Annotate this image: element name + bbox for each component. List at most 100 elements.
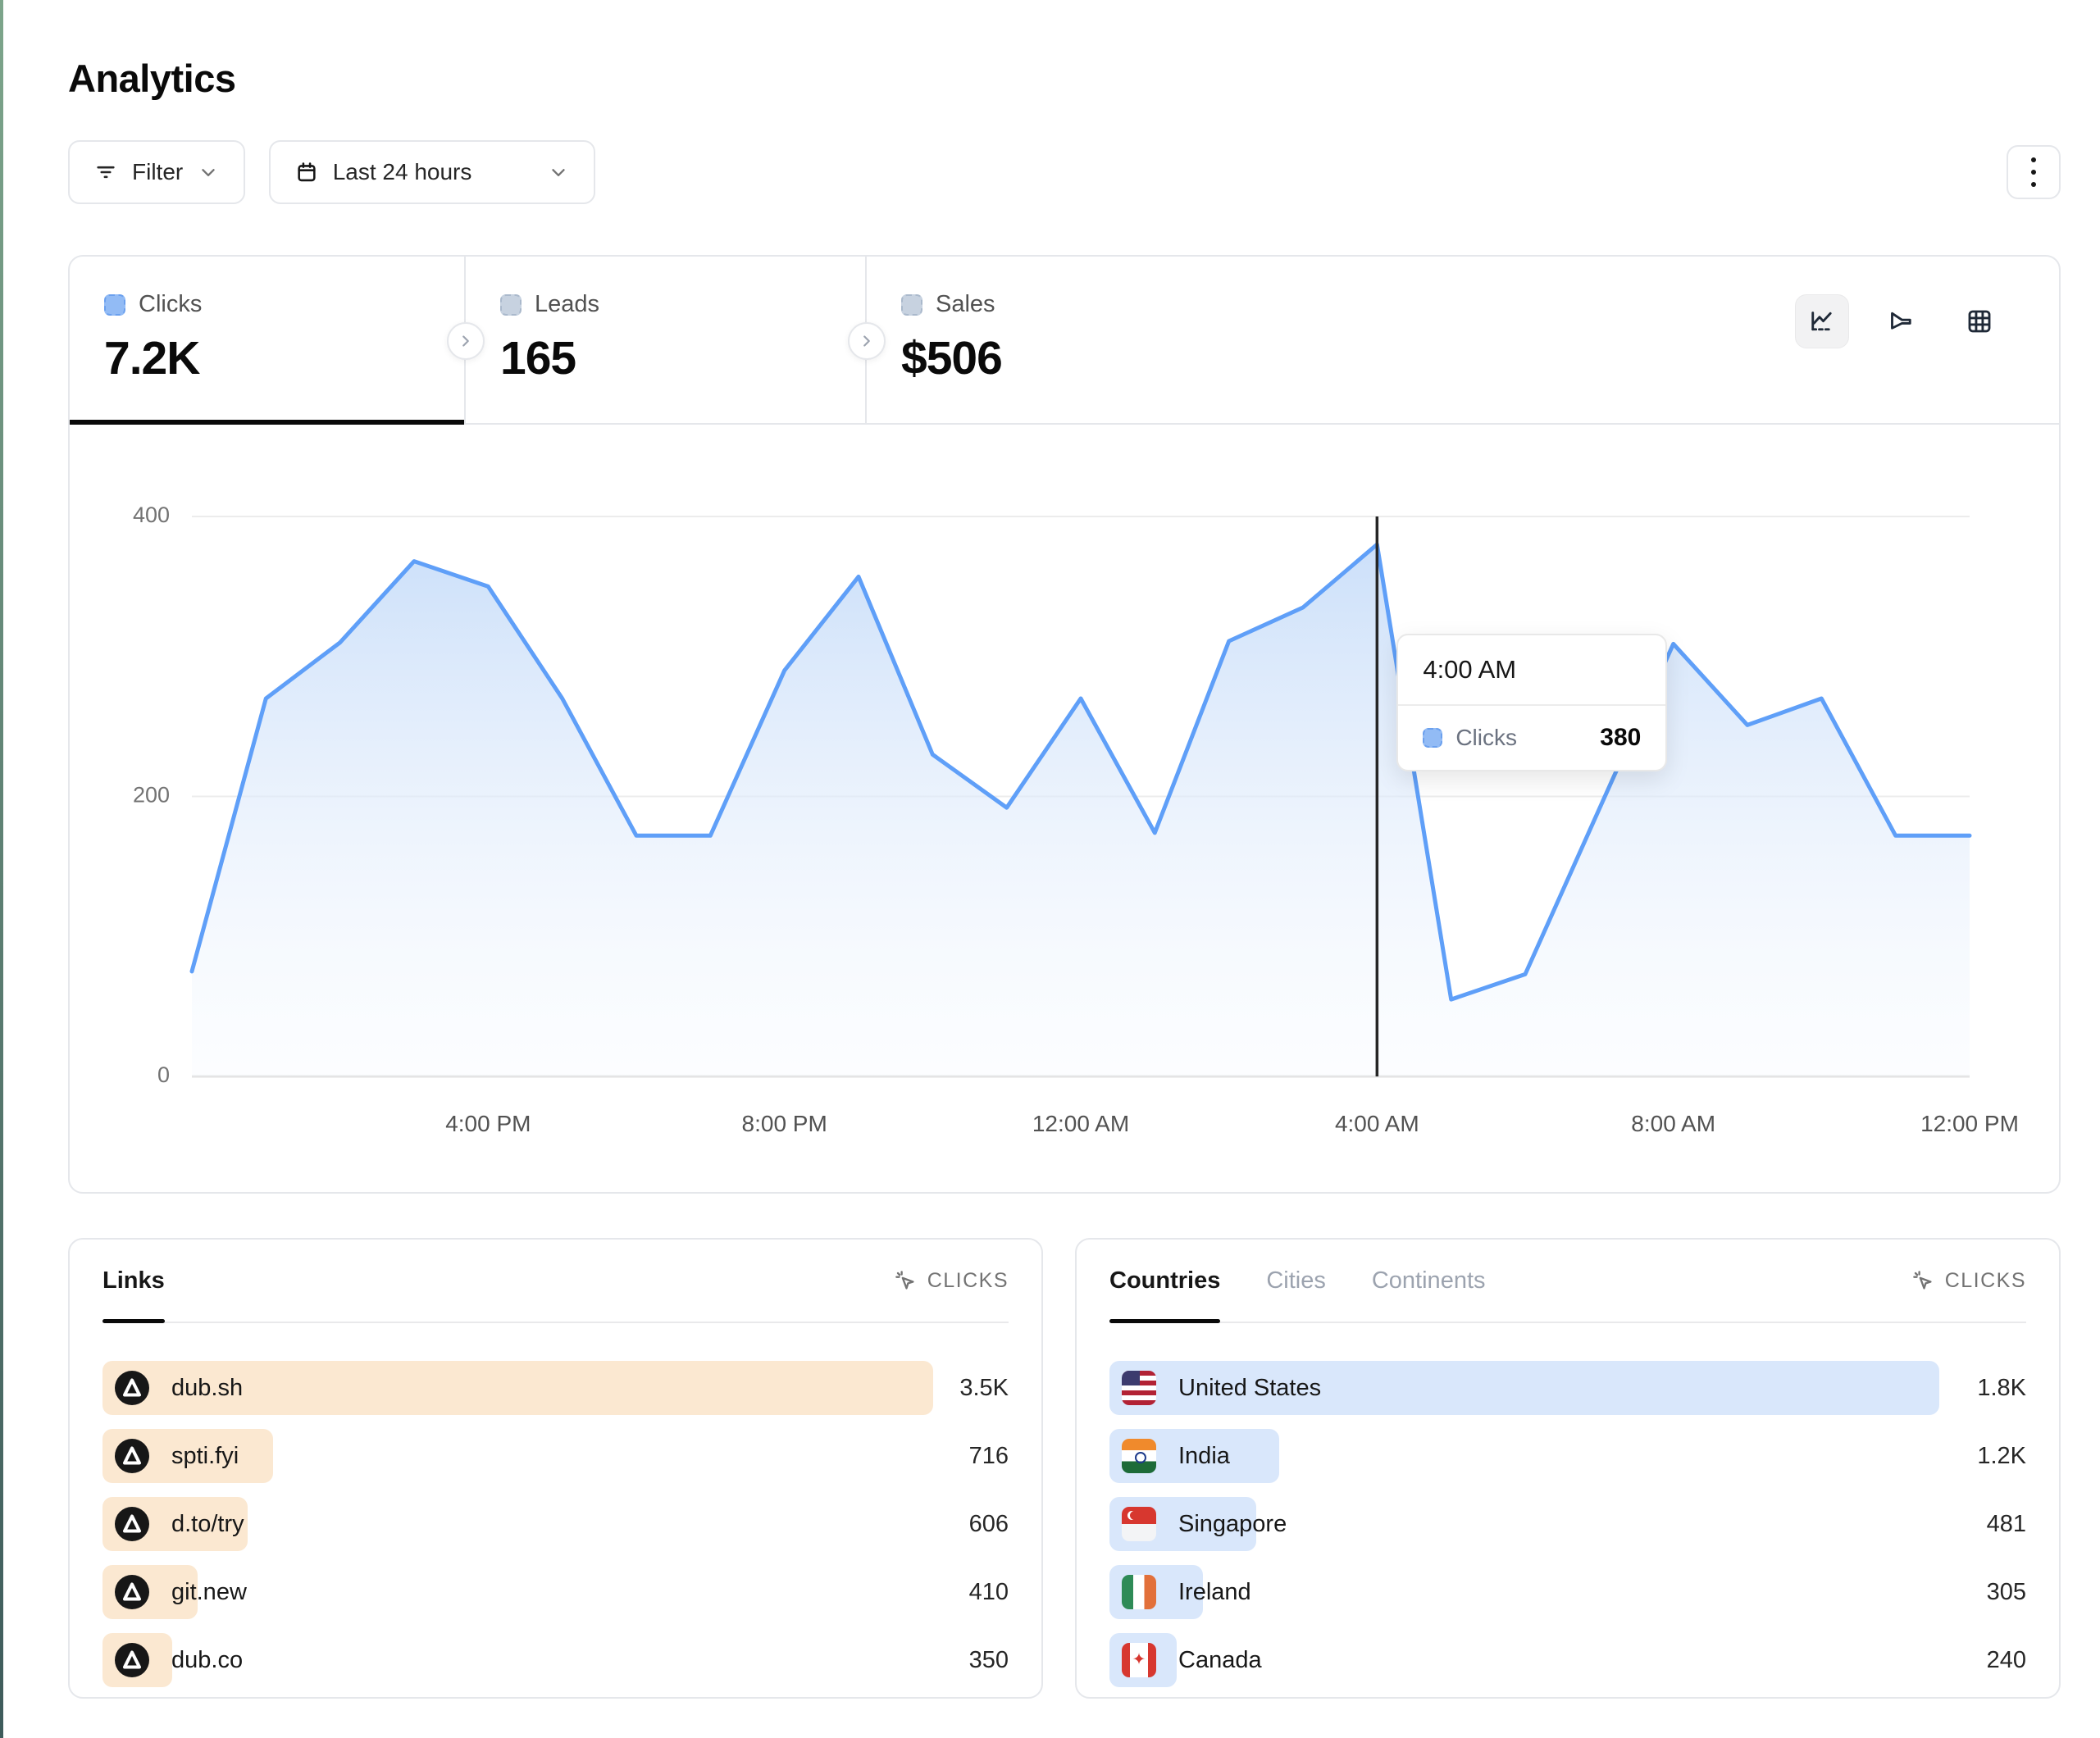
row-content: git.new — [115, 1565, 247, 1619]
links-metric-toggle[interactable]: CLICKS — [893, 1268, 1009, 1293]
sales-series-swatch — [901, 293, 922, 316]
page-title: Analytics — [68, 57, 236, 100]
row-content: d.to/try — [115, 1497, 244, 1551]
leads-series-swatch — [500, 293, 522, 316]
tab-countries[interactable]: Countries — [1109, 1240, 1221, 1323]
dub-logo-icon — [115, 1643, 149, 1677]
grid-table-icon[interactable] — [1952, 294, 2007, 348]
countries-metric-label: CLICKS — [1944, 1268, 2026, 1292]
svg-text:4:00 PM: 4:00 PM — [445, 1111, 531, 1136]
country-bar — [1109, 1361, 1939, 1415]
countries-panel-header: Countries Cities Continents CLICKS — [1109, 1240, 2026, 1323]
svg-text:8:00 AM: 8:00 AM — [1631, 1111, 1715, 1136]
countries-metric-toggle[interactable]: CLICKS — [1911, 1268, 2026, 1293]
table-row[interactable]: United States 1.8K — [1109, 1361, 2026, 1415]
svg-text:8:00 PM: 8:00 PM — [742, 1111, 827, 1136]
filter-lines-icon — [94, 161, 117, 184]
row-content: Ireland — [1122, 1565, 1251, 1619]
date-range-button[interactable]: Last 24 hours — [268, 140, 595, 204]
table-row[interactable]: Singapore 481 — [1109, 1497, 2026, 1551]
breakdown-panels: Links CLICKS dub.sh 3.5K spti.fyi 716 d.to/t… — [68, 1238, 2061, 1699]
country-name: Canada — [1178, 1646, 1262, 1673]
filter-button-label: Filter — [132, 159, 184, 184]
tooltip-series-label: Clicks — [1455, 725, 1517, 750]
svg-text:4:00 AM: 4:00 AM — [1335, 1111, 1419, 1136]
row-content: United States — [1122, 1361, 1321, 1415]
links-panel-header: Links CLICKS — [102, 1240, 1009, 1323]
link-bar — [102, 1361, 934, 1415]
table-row[interactable]: Ireland 305 — [1109, 1565, 2026, 1619]
countries-rows: United States 1.8K India 1.2K Singapore 481 Ir… — [1109, 1361, 2026, 1687]
table-row[interactable]: dub.co 350 — [102, 1633, 1009, 1687]
country-name: Singapore — [1178, 1510, 1287, 1537]
kebab-menu-button[interactable] — [2007, 145, 2061, 199]
clicks-total: 7.2K — [104, 332, 200, 384]
table-row[interactable]: spti.fyi 716 — [102, 1429, 1009, 1483]
in-flag-icon — [1122, 1439, 1156, 1473]
link-name: dub.sh — [171, 1374, 244, 1401]
line-chart-icon[interactable] — [1795, 294, 1849, 348]
row-click-count: 240 — [1986, 1646, 2026, 1673]
stat-tab-clicks[interactable]: Clicks 7.2K — [70, 257, 466, 425]
tooltip-time: 4:00 AM — [1398, 635, 1666, 706]
stat-tab-label: Clicks — [139, 291, 203, 317]
row-click-count: 305 — [1986, 1578, 2026, 1605]
row-content: spti.fyi — [115, 1429, 239, 1483]
stat-tab-label: Sales — [936, 291, 995, 317]
row-content: dub.co — [115, 1633, 243, 1687]
table-row[interactable]: dub.sh 3.5K — [102, 1361, 1009, 1415]
country-name: India — [1178, 1442, 1230, 1469]
row-click-count: 350 — [968, 1646, 1009, 1673]
stat-tab-label: Leads — [535, 291, 600, 317]
dub-logo-icon — [115, 1575, 149, 1609]
toolbar: Filter Last 24 hours — [68, 140, 2061, 204]
kebab-dot — [2031, 182, 2036, 187]
table-row[interactable]: d.to/try 606 — [102, 1497, 1009, 1551]
us-flag-icon — [1122, 1371, 1156, 1405]
chevron-right-icon[interactable] — [848, 322, 886, 360]
svg-text:0: 0 — [157, 1062, 170, 1087]
funnel-icon[interactable] — [1874, 294, 1928, 348]
svg-text:12:00 AM: 12:00 AM — [1032, 1111, 1129, 1136]
sg-flag-icon — [1122, 1507, 1156, 1541]
table-row[interactable]: Canada 240 — [1109, 1633, 2026, 1687]
table-row[interactable]: India 1.2K — [1109, 1429, 2026, 1483]
sales-total: $506 — [901, 332, 1003, 384]
dub-logo-icon — [115, 1371, 149, 1405]
tooltip-series-swatch — [1423, 728, 1443, 748]
row-content: India — [1122, 1429, 1230, 1483]
chevron-right-icon[interactable] — [447, 322, 485, 360]
ca-flag-icon — [1122, 1643, 1156, 1677]
country-name: United States — [1178, 1374, 1322, 1401]
row-content: Singapore — [1122, 1497, 1287, 1551]
leads-total: 165 — [500, 332, 576, 384]
table-row[interactable]: git.new 410 — [102, 1565, 1009, 1619]
row-click-count: 606 — [968, 1510, 1009, 1537]
clicks-area-chart[interactable]: 0 200 400 4:00 PM 8:00 PM 12:00 AM 4:00 AM 8:00… — [70, 425, 2062, 1195]
row-click-count: 1.2K — [1977, 1442, 2026, 1469]
svg-text:400: 400 — [133, 503, 170, 527]
countries-panel: Countries Cities Continents CLICKS Unite… — [1075, 1238, 2061, 1699]
tooltip-value: 380 — [1600, 724, 1642, 751]
links-panel: Links CLICKS dub.sh 3.5K spti.fyi 716 d.to/t… — [68, 1238, 1043, 1699]
stats-tab-row: Clicks 7.2K Leads 165 Sales $506 — [70, 257, 2059, 425]
ie-flag-icon — [1122, 1575, 1156, 1609]
svg-text:200: 200 — [133, 783, 170, 808]
stat-tab-leads[interactable]: Leads 165 — [466, 257, 867, 423]
row-click-count: 716 — [968, 1442, 1009, 1469]
row-content: dub.sh — [115, 1361, 243, 1415]
stat-tab-sales[interactable]: Sales $506 — [867, 257, 2059, 423]
tab-cities[interactable]: Cities — [1266, 1267, 1326, 1294]
row-click-count: 3.5K — [959, 1374, 1009, 1401]
filter-button[interactable]: Filter — [68, 140, 246, 204]
link-name: git.new — [171, 1578, 247, 1605]
tab-continents[interactable]: Continents — [1371, 1267, 1486, 1294]
tab-links[interactable]: Links — [102, 1240, 165, 1323]
chart-type-switcher — [1795, 294, 2007, 348]
row-click-count: 481 — [1986, 1510, 2026, 1537]
cursor-click-icon — [1911, 1268, 1935, 1293]
kebab-dot — [2031, 170, 2036, 175]
row-click-count: 1.8K — [1977, 1374, 2026, 1401]
dub-logo-icon — [115, 1507, 149, 1541]
calendar-icon — [295, 161, 318, 184]
